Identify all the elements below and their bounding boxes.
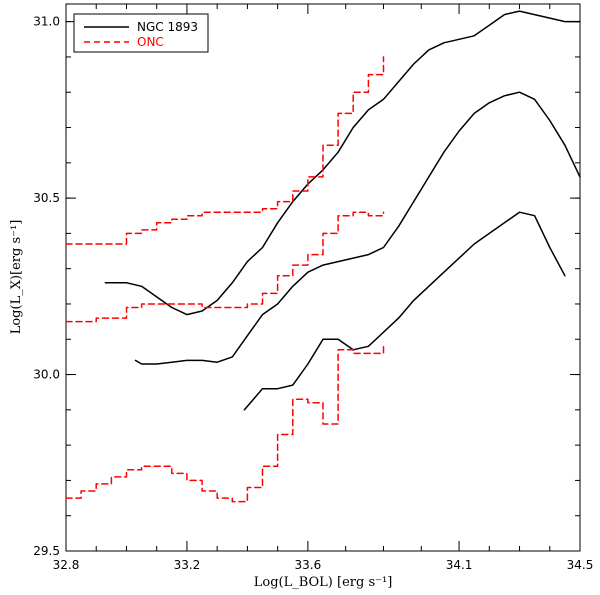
y-axis-title: Log(L_X)[erg s⁻¹]	[9, 220, 24, 335]
y-tick-label: 29.5	[33, 544, 60, 558]
y-tick-label: 31.0	[33, 15, 60, 29]
legend: NGC 1893 ONC	[73, 13, 209, 53]
x-tick-label: 32.8	[53, 558, 80, 572]
x-axis-title: Log(L_BOL) [erg s⁻¹]	[254, 575, 393, 590]
series-line-onc-lower	[65, 345, 385, 503]
x-tick-label: 34.1	[446, 558, 473, 572]
series-line-ngc-1893-middle	[134, 91, 581, 365]
series-lines	[65, 10, 581, 503]
axis-ticks	[65, 4, 581, 552]
y-tick-label: 30.5	[33, 191, 60, 205]
plot-frame	[65, 3, 581, 552]
y-tick-label: 30.0	[33, 368, 60, 382]
legend-label-onc: ONC	[137, 35, 164, 49]
legend-box	[73, 13, 209, 53]
series-line-onc-upper	[65, 56, 385, 245]
series-line-ngc-1893-lower	[243, 211, 566, 411]
series-line-onc-middle	[65, 211, 385, 323]
legend-label-ngc1893: NGC 1893	[137, 20, 198, 34]
x-tick-label: 33.6	[295, 558, 322, 572]
tick-labels: 32.8 33.2 33.6 34.1 34.5 29.5 30.0 30.5 31.0	[33, 15, 593, 572]
x-tick-label: 33.2	[174, 558, 201, 572]
series-line-ngc-1893-upper	[104, 10, 581, 316]
x-tick-label: 34.5	[567, 558, 594, 572]
